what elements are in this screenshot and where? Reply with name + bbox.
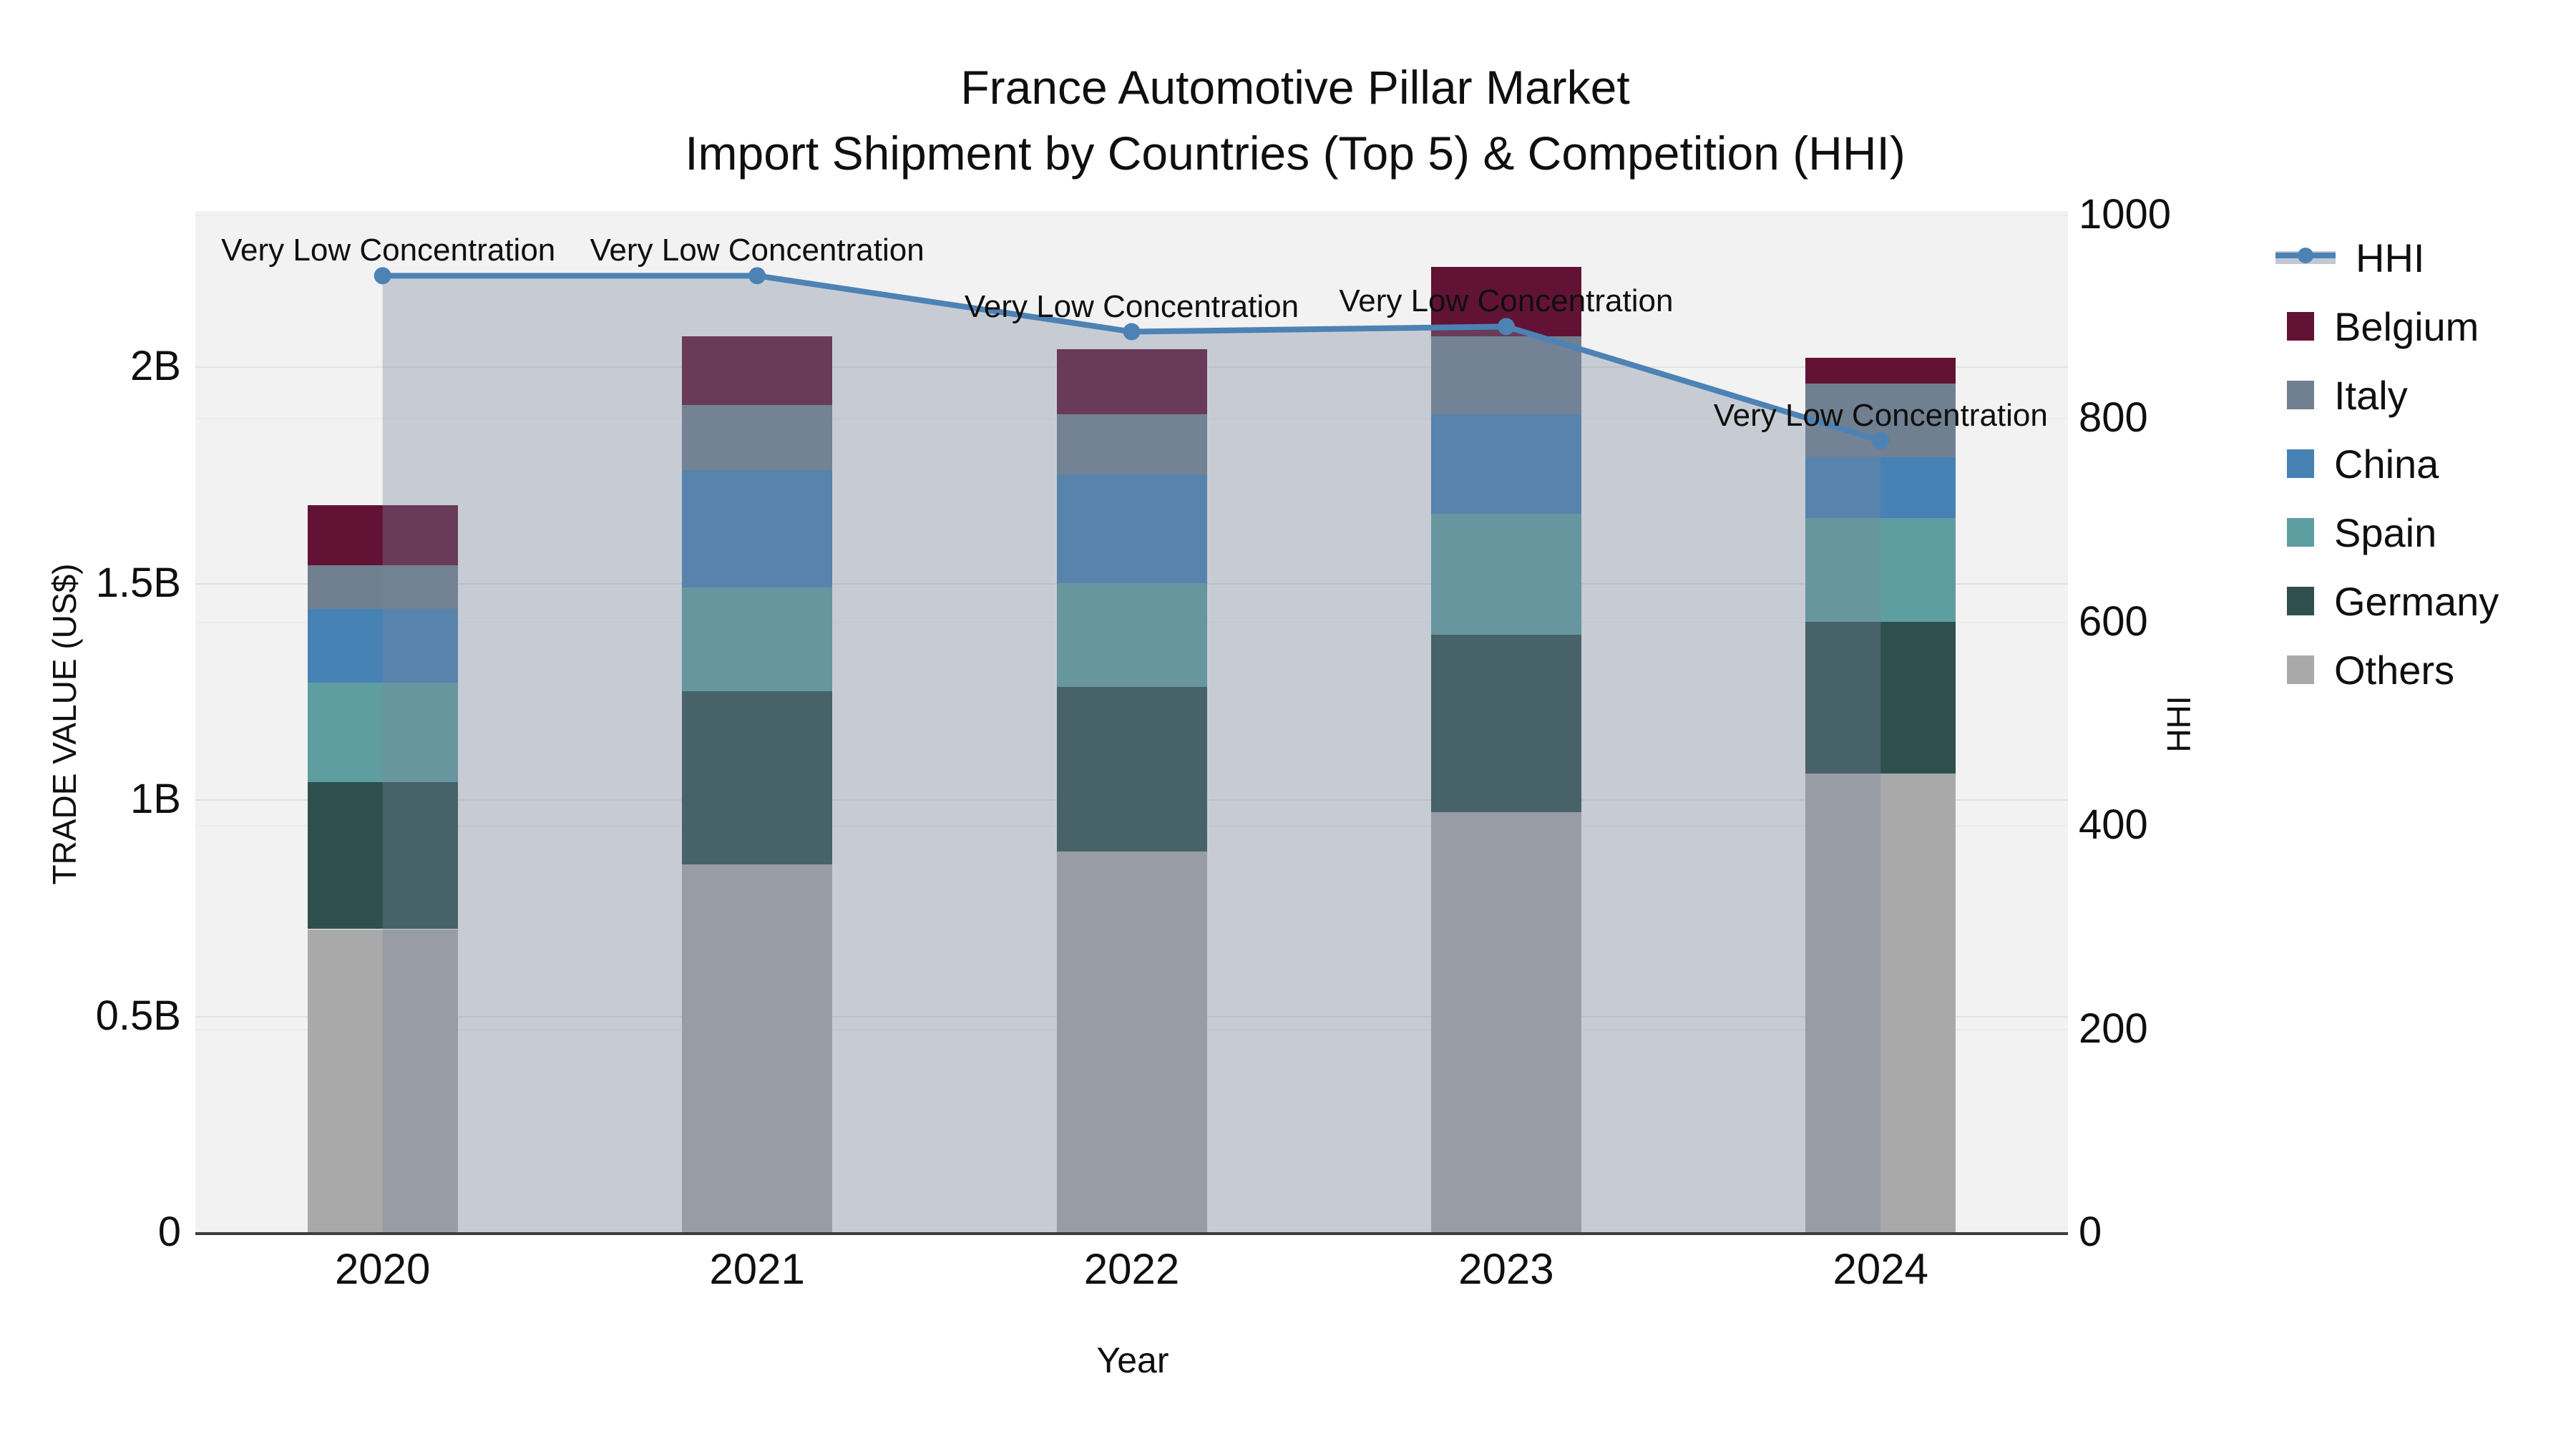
legend-item-others[interactable]: Others bbox=[2275, 635, 2576, 704]
bar-segment-2020-italy[interactable] bbox=[307, 565, 458, 609]
x-axis-tick-label: 2021 bbox=[709, 1245, 805, 1293]
legend-item-germany[interactable]: Germany bbox=[2275, 567, 2576, 635]
chart-title: France Automotive Pillar Market bbox=[960, 61, 1630, 114]
bar-segment-2022-italy[interactable] bbox=[1056, 414, 1207, 475]
bar-segment-2021-others[interactable] bbox=[682, 864, 833, 1232]
y-axis-left-title: TRADE VALUE (US$) bbox=[46, 563, 83, 885]
y-axis-right-tick-label: 1000 bbox=[2079, 191, 2172, 238]
y-axis-left-tick-label: 1B bbox=[130, 776, 181, 822]
y-axis-left-tick-label: 0.5B bbox=[95, 992, 181, 1039]
bar-segment-2020-others[interactable] bbox=[307, 929, 458, 1232]
hhi-marker-2023[interactable] bbox=[1497, 318, 1515, 336]
bar-segment-2020-germany[interactable] bbox=[307, 781, 458, 930]
x-axis-title: Year bbox=[1096, 1340, 1169, 1380]
legend-item-belgium[interactable]: Belgium bbox=[2275, 292, 2576, 361]
bar-segment-2022-germany[interactable] bbox=[1056, 686, 1207, 852]
legend-color-swatch bbox=[2287, 312, 2314, 341]
bar-segment-2024-spain[interactable] bbox=[1805, 517, 1956, 622]
legend-item-label: Germany bbox=[2334, 578, 2499, 624]
legend: HHI Belgium Italy China Spain Germany Others bbox=[2275, 223, 2576, 704]
legend-item-label: Belgium bbox=[2334, 303, 2479, 349]
x-axis-tick-label: 2020 bbox=[334, 1245, 431, 1293]
legend-item-italy[interactable]: Italy bbox=[2275, 361, 2576, 429]
y-axis-right-tick-label: 400 bbox=[2079, 801, 2148, 849]
bar-segment-2021-italy[interactable] bbox=[682, 405, 833, 471]
y-axis-right-tick-label: 600 bbox=[2079, 597, 2148, 645]
y-axis-left-tick-label: 0 bbox=[157, 1209, 181, 1255]
bar-segment-2022-spain[interactable] bbox=[1056, 582, 1207, 687]
bar-segment-2022-others[interactable] bbox=[1056, 851, 1207, 1232]
bar-segment-2022-china[interactable] bbox=[1056, 474, 1207, 583]
bar-segment-2023-germany[interactable] bbox=[1430, 635, 1581, 813]
y-axis-right-tick-label: 200 bbox=[2079, 1005, 2148, 1052]
annotation-2020: Very Low Concentration bbox=[221, 233, 556, 268]
y-axis-right-tick-label: 800 bbox=[2079, 394, 2148, 441]
legend-item-label: Italy bbox=[2334, 372, 2408, 418]
bar-segment-2023-italy[interactable] bbox=[1430, 336, 1581, 414]
legend-item-label: Others bbox=[2334, 647, 2455, 693]
hhi-marker-2022[interactable] bbox=[1123, 323, 1141, 341]
bar-segment-2020-china[interactable] bbox=[307, 608, 458, 683]
bar-segment-2023-china[interactable] bbox=[1430, 414, 1581, 514]
legend-item-label: Spain bbox=[2334, 509, 2437, 555]
annotation-2022: Very Low Concentration bbox=[964, 288, 1299, 324]
annotation-2024: Very Low Concentration bbox=[1713, 397, 2048, 433]
annotation-2023: Very Low Concentration bbox=[1339, 283, 1674, 319]
hhi-marker-2024[interactable] bbox=[1872, 431, 1890, 449]
legend-item-china[interactable]: China bbox=[2275, 429, 2576, 498]
bar-segment-2023-others[interactable] bbox=[1430, 812, 1581, 1232]
hhi-marker-2021[interactable] bbox=[748, 267, 766, 285]
y-axis-right-title: HHI bbox=[2160, 696, 2197, 753]
y-axis-left-tick-label: 1.5B bbox=[95, 559, 181, 606]
legend-color-swatch bbox=[2287, 449, 2314, 478]
gridline-right-axis bbox=[195, 215, 2068, 216]
hhi-line-icon bbox=[2275, 243, 2336, 272]
legend-color-swatch bbox=[2287, 518, 2314, 547]
bar-segment-2022-belgium[interactable] bbox=[1056, 348, 1207, 414]
chart-subtitle: Import Shipment by Countries (Top 5) & C… bbox=[685, 127, 1906, 180]
y-axis-left-tick-label: 2B bbox=[130, 343, 181, 389]
legend-item-spain[interactable]: Spain bbox=[2275, 498, 2576, 567]
bar-segment-2020-spain[interactable] bbox=[307, 682, 458, 782]
bar-segment-2024-others[interactable] bbox=[1805, 773, 1956, 1232]
bar-segment-2023-spain[interactable] bbox=[1430, 513, 1581, 635]
legend-item-label: HHI bbox=[2356, 235, 2425, 280]
annotation-2021: Very Low Concentration bbox=[590, 233, 924, 268]
y-axis-right-tick-label: 0 bbox=[2079, 1209, 2102, 1255]
bar-segment-2024-belgium[interactable] bbox=[1805, 357, 1956, 384]
x-axis-tick-label: 2023 bbox=[1458, 1245, 1554, 1293]
legend-color-swatch bbox=[2287, 587, 2314, 615]
bar-segment-2024-china[interactable] bbox=[1805, 457, 1956, 518]
hhi-marker-2020[interactable] bbox=[374, 267, 391, 285]
bar-segment-2024-germany[interactable] bbox=[1805, 621, 1956, 774]
x-axis-line bbox=[195, 1232, 2068, 1235]
bar-segment-2021-spain[interactable] bbox=[682, 587, 833, 691]
bar-segment-2021-belgium[interactable] bbox=[682, 336, 833, 406]
bar-segment-2021-china[interactable] bbox=[682, 470, 833, 587]
hhi-area-fill bbox=[382, 275, 1881, 1232]
x-axis-tick-label: 2024 bbox=[1833, 1245, 1929, 1293]
bar-segment-2020-belgium[interactable] bbox=[307, 504, 458, 566]
bar-segment-2021-germany[interactable] bbox=[682, 691, 833, 864]
legend-item-label: China bbox=[2334, 441, 2439, 487]
legend-color-swatch bbox=[2287, 655, 2314, 684]
legend-color-swatch bbox=[2287, 381, 2314, 409]
x-axis-tick-label: 2022 bbox=[1083, 1245, 1180, 1293]
legend-item-hhi[interactable]: HHI bbox=[2275, 223, 2576, 292]
